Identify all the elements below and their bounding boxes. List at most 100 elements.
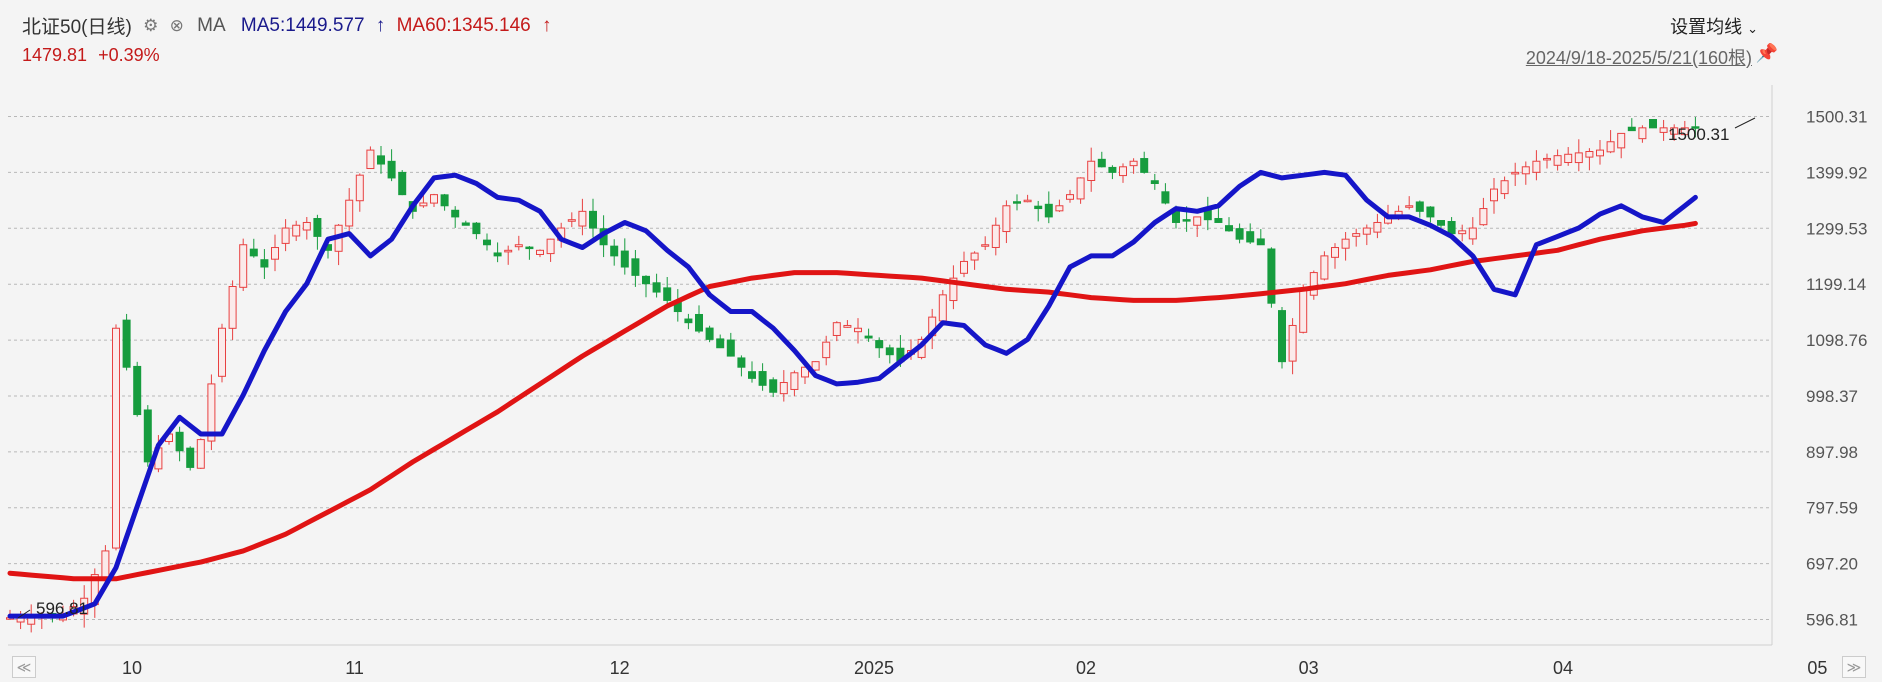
candle-body bbox=[864, 335, 873, 339]
scroll-left-button[interactable]: ≪ bbox=[12, 656, 36, 678]
candle-body bbox=[302, 221, 311, 231]
candle-body bbox=[1066, 194, 1074, 200]
candle-body bbox=[249, 248, 258, 257]
candle-body bbox=[504, 249, 513, 253]
candle-body bbox=[737, 357, 746, 368]
ma5-value: MA5:1449.577 bbox=[240, 14, 365, 36]
candle-body bbox=[1023, 199, 1032, 203]
candle-body bbox=[991, 224, 1000, 248]
candle-body bbox=[726, 339, 735, 357]
candle-body bbox=[271, 247, 279, 260]
ma5-up-arrow-icon: ↑ bbox=[375, 14, 386, 36]
last-price: 1479.81 bbox=[22, 45, 88, 65]
close-icon[interactable]: ⊗ bbox=[169, 15, 184, 35]
candle-body bbox=[133, 365, 142, 416]
low-annotation: 596.81 bbox=[36, 599, 88, 618]
candle-body bbox=[567, 219, 576, 222]
candle-body bbox=[578, 210, 587, 227]
candle-body bbox=[758, 371, 767, 386]
candle-body bbox=[1649, 119, 1657, 129]
y-tick-label: 1299.53 bbox=[1806, 219, 1867, 238]
candle-body bbox=[1214, 218, 1223, 223]
candle-body bbox=[1543, 157, 1551, 161]
y-tick-label: 1399.92 bbox=[1806, 163, 1867, 182]
candle-body bbox=[1511, 171, 1520, 175]
candle-body bbox=[1532, 160, 1541, 173]
chevron-down-icon: ⌄ bbox=[1747, 21, 1758, 36]
candle-body bbox=[1500, 180, 1509, 195]
y-tick-label: 1199.14 bbox=[1806, 275, 1866, 294]
candle-body bbox=[1299, 288, 1308, 333]
ma60-up-arrow-icon: ↑ bbox=[542, 14, 552, 36]
ma-label: MA bbox=[197, 14, 226, 36]
candle-body bbox=[1468, 227, 1477, 240]
candle-body bbox=[1415, 201, 1424, 212]
scroll-right-button[interactable]: ≫ bbox=[1842, 656, 1866, 678]
candle-body bbox=[461, 222, 470, 226]
candle-body bbox=[122, 319, 131, 368]
candle-body bbox=[1267, 248, 1276, 304]
candle-body bbox=[546, 238, 555, 255]
candle-body bbox=[1606, 141, 1615, 153]
candle-body bbox=[1161, 191, 1170, 204]
instrument-title: 北证50(日线) bbox=[22, 17, 132, 38]
candle-body bbox=[1108, 166, 1117, 173]
candle-body bbox=[843, 324, 852, 328]
x-tick-label: 03 bbox=[1299, 658, 1319, 678]
candle-body bbox=[1553, 155, 1562, 166]
candle-body bbox=[1002, 205, 1011, 233]
candle-body bbox=[281, 227, 290, 244]
candle-body bbox=[493, 252, 502, 257]
candle-body bbox=[663, 287, 672, 301]
ma60-value: MA60:1345.146 bbox=[396, 14, 531, 36]
candle-body bbox=[112, 327, 120, 549]
high-annotation: 1500.31 bbox=[1668, 125, 1729, 144]
candle-body bbox=[1352, 233, 1361, 237]
price-change: +0.39% bbox=[98, 45, 160, 65]
candle-body bbox=[1627, 126, 1636, 132]
candle-body bbox=[981, 244, 990, 247]
candle-body bbox=[589, 210, 597, 229]
x-tick-label: 04 bbox=[1553, 658, 1573, 678]
candle-body bbox=[1373, 221, 1382, 233]
candle-body bbox=[1596, 149, 1604, 157]
low-pointer bbox=[17, 609, 31, 619]
high-pointer bbox=[1734, 117, 1756, 129]
candle-body bbox=[875, 340, 884, 349]
candle-body bbox=[239, 244, 248, 288]
candle-body bbox=[345, 199, 354, 227]
candle-body bbox=[398, 171, 407, 196]
candle-body bbox=[1309, 272, 1318, 296]
candle-body bbox=[620, 250, 629, 268]
candle-body bbox=[1182, 219, 1191, 222]
candle-body bbox=[642, 275, 650, 285]
candle-body bbox=[525, 246, 534, 250]
pin-icon[interactable]: 📌 bbox=[1755, 43, 1778, 63]
candle-body bbox=[822, 341, 831, 359]
candle-body bbox=[1129, 160, 1138, 167]
x-tick-label: 12 bbox=[610, 658, 630, 678]
candle-body bbox=[1574, 152, 1583, 164]
candle-body bbox=[1490, 188, 1498, 202]
ma-settings-dropdown[interactable]: 设置均线 ⌄ bbox=[1670, 13, 1758, 39]
candle-body bbox=[631, 258, 640, 276]
ma60-line bbox=[7, 220, 1698, 582]
candle-body bbox=[1193, 216, 1202, 226]
candle-body bbox=[483, 239, 491, 246]
candle-body bbox=[1585, 150, 1594, 158]
candle-body bbox=[313, 218, 322, 237]
candle-body bbox=[1119, 166, 1127, 177]
gear-icon[interactable]: ⚙ bbox=[143, 15, 159, 35]
candle-body bbox=[1225, 225, 1233, 232]
candle-body bbox=[1044, 203, 1053, 218]
candle-body bbox=[1691, 126, 1700, 129]
candle-body bbox=[260, 259, 269, 268]
candle-body bbox=[1150, 180, 1159, 185]
candle-body bbox=[1426, 206, 1435, 218]
candle-body bbox=[769, 379, 778, 393]
date-range[interactable]: 2024/9/18-2025/5/21(160根) bbox=[1525, 48, 1752, 68]
candle-body bbox=[101, 550, 110, 581]
candle-body bbox=[716, 338, 725, 349]
y-tick-label: 1500.31 bbox=[1806, 108, 1867, 127]
